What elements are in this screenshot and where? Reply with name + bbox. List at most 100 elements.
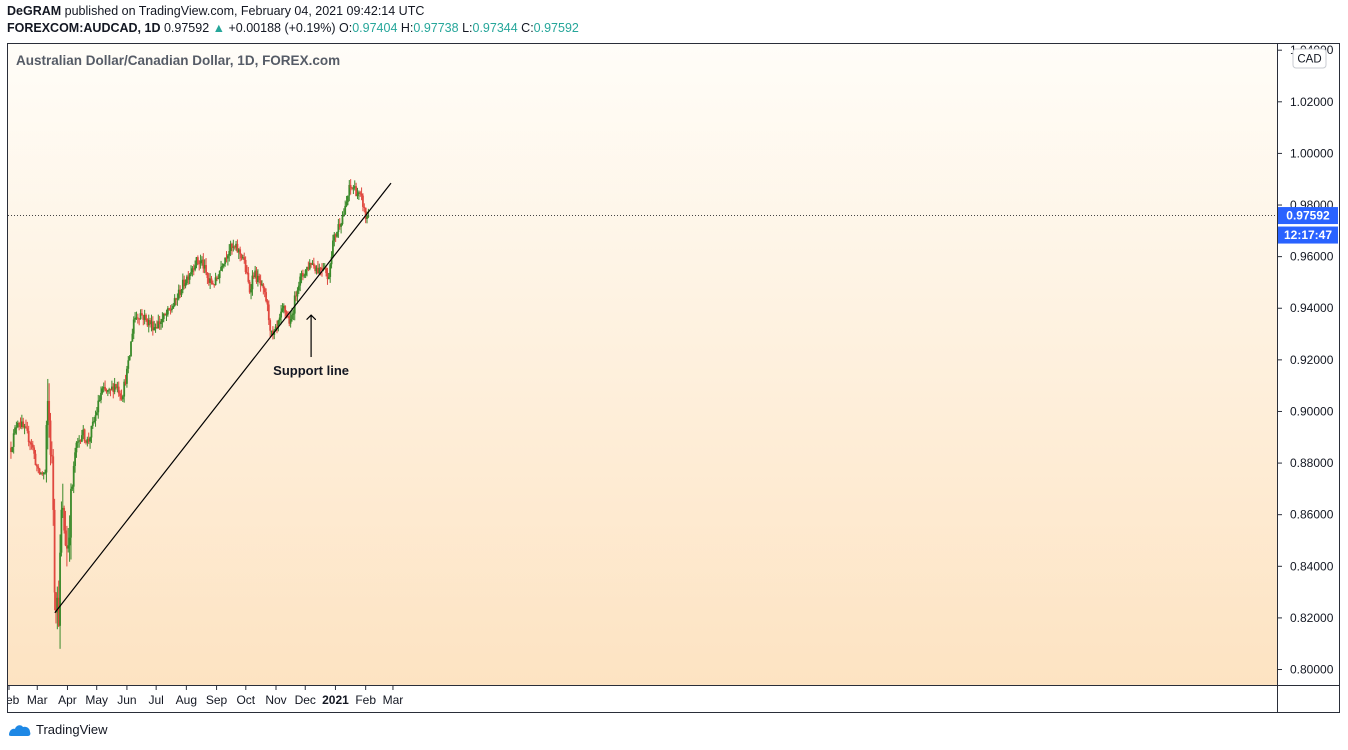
- chart-frame[interactable]: Support line 1.040001.020001.000000.9800…: [7, 43, 1340, 713]
- candle: [108, 387, 111, 394]
- candle: [50, 441, 53, 464]
- candle: [235, 240, 237, 251]
- candle: [98, 395, 101, 402]
- candle: [121, 394, 124, 403]
- currency-label: CAD: [1297, 54, 1321, 66]
- candle: [109, 388, 112, 397]
- x-tick-label: Oct: [236, 693, 255, 707]
- candle: [209, 273, 212, 290]
- candle: [20, 414, 23, 430]
- candle: [183, 275, 186, 290]
- currency-badge[interactable]: CAD: [1292, 48, 1327, 69]
- candle: [314, 264, 317, 274]
- candle: [80, 429, 83, 443]
- support-trend-line[interactable]: [54, 182, 392, 614]
- candle: [207, 272, 210, 286]
- x-tick-label: Jun: [117, 693, 136, 707]
- candle: [277, 319, 280, 332]
- candle: [194, 260, 197, 272]
- candle: [308, 259, 311, 271]
- footer-brand[interactable]: TradingView: [36, 722, 108, 737]
- candle: [150, 314, 153, 332]
- candle: [53, 498, 56, 611]
- candle: [172, 302, 175, 310]
- candle: [317, 260, 319, 275]
- candle: [224, 257, 227, 267]
- candle: [120, 389, 123, 401]
- x-tick-label: 2021: [322, 693, 349, 707]
- chart-canvas[interactable]: Support line 1.040001.020001.000000.9800…: [8, 44, 1339, 712]
- candle: [65, 525, 68, 567]
- candle: [136, 313, 139, 324]
- high-label: H:: [400, 21, 414, 35]
- candle: [146, 318, 149, 327]
- candle: [34, 449, 37, 466]
- candle: [102, 382, 105, 393]
- price-change: +0.00188 (+0.19%): [228, 21, 336, 35]
- candle: [27, 425, 30, 447]
- candle: [255, 266, 258, 284]
- x-tick-label: Feb: [355, 693, 376, 707]
- candle: [359, 190, 362, 197]
- candle: [143, 309, 146, 325]
- candle: [37, 464, 40, 474]
- candle: [156, 320, 158, 329]
- x-tick-label: Mar: [27, 693, 48, 707]
- candle: [280, 305, 282, 325]
- candle: [303, 273, 306, 279]
- candle: [104, 380, 106, 392]
- candle: [340, 222, 343, 234]
- candle: [119, 390, 121, 401]
- candle: [231, 242, 233, 255]
- published-text: published on TradingView.com, February 0…: [64, 4, 425, 18]
- candle: [251, 270, 254, 296]
- candle: [243, 252, 246, 264]
- candle: [206, 272, 209, 285]
- candle: [311, 260, 314, 266]
- candle: [271, 326, 274, 340]
- candle: [165, 309, 168, 322]
- y-tick-label: 0.82000: [1290, 611, 1334, 625]
- candle: [180, 288, 183, 298]
- candle: [12, 429, 15, 454]
- candle: [135, 311, 138, 320]
- candle: [46, 378, 49, 450]
- candle: [100, 386, 102, 404]
- candle: [145, 313, 147, 322]
- candle: [113, 377, 116, 395]
- candle: [250, 284, 252, 300]
- candle: [262, 282, 265, 295]
- symbol-name: FOREXCOM:AUDCAD, 1D: [7, 21, 161, 35]
- candle: [296, 287, 299, 304]
- candle: [40, 472, 42, 475]
- plot-background: [8, 44, 1277, 685]
- candle: [139, 309, 142, 320]
- candle: [239, 246, 242, 262]
- candle: [220, 260, 222, 271]
- x-tick-label: May: [85, 693, 108, 707]
- candle: [115, 383, 117, 390]
- candle: [329, 262, 332, 283]
- candle: [344, 200, 347, 215]
- candle: [147, 314, 150, 333]
- candle: [87, 432, 90, 445]
- close-value: 0.97592: [533, 21, 579, 35]
- candle: [90, 425, 93, 444]
- candle: [30, 439, 33, 450]
- candle: [186, 274, 188, 285]
- candle: [127, 355, 130, 374]
- candle: [357, 190, 360, 200]
- y-tick-label: 0.92000: [1290, 353, 1334, 367]
- y-tick-label: 0.90000: [1290, 404, 1334, 418]
- author-name[interactable]: DeGRAM: [7, 4, 62, 18]
- price-axis[interactable]: 1.040001.020001.000000.980000.960000.940…: [1277, 44, 1334, 677]
- candle: [348, 180, 351, 202]
- candle: [203, 259, 206, 274]
- candle: [266, 299, 269, 312]
- candle: [222, 263, 225, 269]
- candle: [93, 416, 96, 424]
- x-tick-label: Aug: [176, 693, 197, 707]
- candle: [265, 288, 267, 303]
- tradingview-logo-icon[interactable]: [8, 723, 32, 737]
- time-axis[interactable]: Feb Mar Apr May Jun Jul Aug Sep Oct Nov Dec 2021 Feb…: [8, 685, 403, 707]
